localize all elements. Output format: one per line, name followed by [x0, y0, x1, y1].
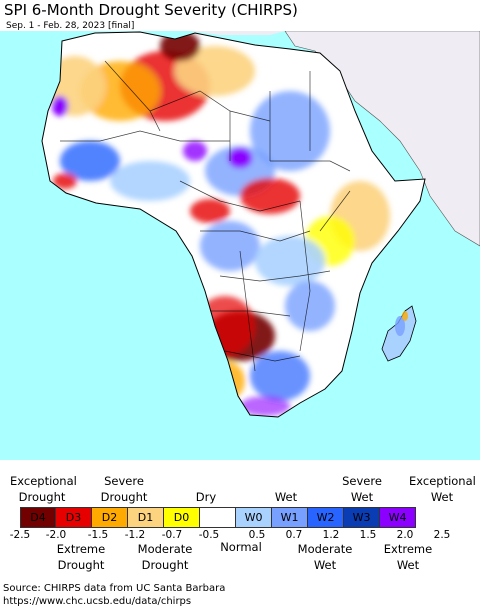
legend-swatch-d1: D1	[128, 508, 164, 527]
legend-tick-label: -1.5	[87, 529, 109, 541]
legend-tick-label: 0.5	[248, 529, 266, 541]
legend-swatch-w0: W0	[236, 508, 272, 527]
legend-tick-label: 1.2	[322, 529, 340, 541]
legend-swatch-d0: D0	[164, 508, 200, 527]
source-credit: Source: CHIRPS data from UC Santa Barbar…	[3, 582, 225, 608]
legend-swatch-w3: W3	[344, 508, 380, 527]
legend-label-moderate-drought: Moderate Drought	[137, 542, 193, 572]
legend-label-moderate-wet: Moderate Wet	[297, 542, 353, 572]
legend-swatch-d4: D4	[20, 508, 56, 527]
legend-tick-label: -0.7	[161, 529, 183, 541]
legend-swatch-w2: W2	[308, 508, 344, 527]
page-title: SPI 6-Month Drought Severity (CHIRPS)	[4, 1, 298, 19]
legend-tick-label: -2.0	[45, 529, 67, 541]
legend-tick-label: -1.2	[124, 529, 146, 541]
legend-label-normal: Normal	[220, 540, 262, 554]
legend-swatch-d3: D3	[56, 508, 92, 527]
country-borders	[60, 60, 351, 372]
legend-color-bar: D4 D3 D2 D1 D0 W0 W1 W2 W3 W4	[20, 507, 416, 528]
legend-tick-label: -2.5	[9, 529, 31, 541]
legend-swatch-d2: D2	[92, 508, 128, 527]
legend-tick-label: 2.5	[433, 529, 451, 541]
legend-label-exceptional-wet: Exceptional Wet	[409, 474, 476, 504]
legend-label-severe-wet: Severe Wet	[342, 474, 382, 504]
source-url-link[interactable]: https://www.chc.ucsb.edu/data/chirps	[3, 596, 192, 607]
source-text: Source: CHIRPS data from UC Santa Barbar…	[3, 583, 226, 594]
europe-landmass	[0, 31, 285, 35]
legend-swatch-w1: W1	[272, 508, 308, 527]
legend-label-exceptional-drought: Exceptional Drought	[10, 474, 77, 504]
legend-label-wet: Wet	[274, 490, 298, 504]
legend-tick-label: 0.7	[285, 529, 303, 541]
legend-tick-label: -0.5	[198, 529, 220, 541]
legend-tick-label: 1.5	[359, 529, 377, 541]
legend-label-severe-drought: Severe Drought	[100, 474, 148, 504]
legend-label-extreme-drought: Extreme Drought	[56, 542, 106, 572]
africa-drought-map	[0, 31, 480, 460]
legend-label-dry: Dry	[195, 490, 217, 504]
date-range-subtitle: Sep. 1 - Feb. 28, 2023 [final]	[6, 21, 135, 31]
middle-east-landmass	[284, 31, 480, 247]
legend-swatch-normal	[200, 508, 236, 527]
legend-tick-label: 2.0	[396, 529, 414, 541]
legend-swatch-w4: W4	[380, 508, 416, 527]
legend-label-extreme-wet: Extreme Wet	[383, 542, 433, 572]
